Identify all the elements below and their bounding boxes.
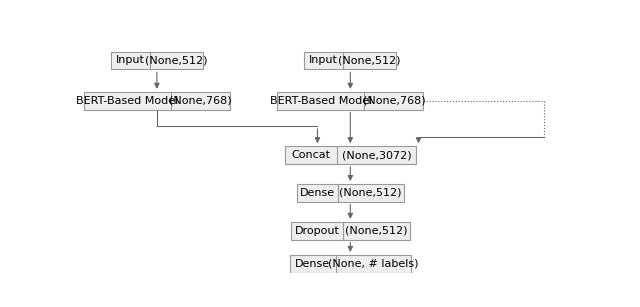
Text: Dense: Dense [300,188,335,198]
FancyBboxPatch shape [277,92,424,110]
FancyBboxPatch shape [289,255,411,273]
Text: (None,512): (None,512) [345,226,408,236]
Text: Input: Input [116,56,145,65]
FancyBboxPatch shape [111,52,203,69]
FancyBboxPatch shape [84,92,230,110]
Text: (None,768): (None,768) [362,96,425,106]
Text: BERT-Based Model: BERT-Based Model [269,96,372,106]
Text: (None,512): (None,512) [339,56,401,65]
Text: Dropout: Dropout [294,226,339,236]
FancyBboxPatch shape [291,222,410,239]
Text: (None,768): (None,768) [169,96,232,106]
Text: Dense: Dense [295,259,330,269]
FancyBboxPatch shape [297,184,404,202]
Text: Input: Input [309,56,338,65]
Text: BERT-Based Model: BERT-Based Model [76,96,179,106]
FancyBboxPatch shape [285,146,416,164]
Text: (None,512): (None,512) [339,188,402,198]
Text: (None,3072): (None,3072) [342,150,412,160]
FancyBboxPatch shape [305,52,396,69]
Text: (None,512): (None,512) [145,56,207,65]
Text: Concat: Concat [291,150,330,160]
Text: (None, # labels): (None, # labels) [328,259,419,269]
